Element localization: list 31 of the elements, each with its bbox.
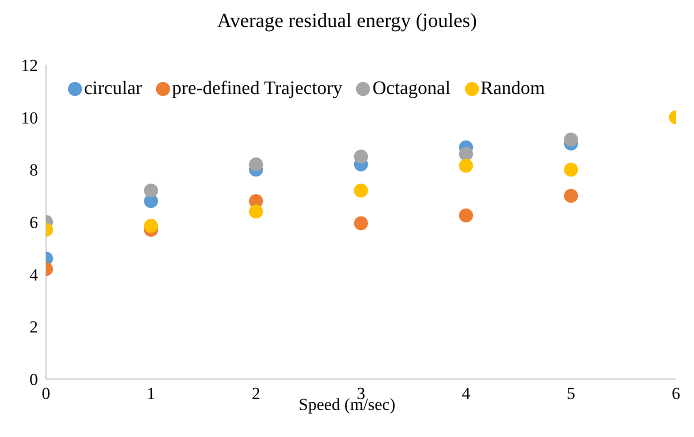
point	[564, 162, 578, 177]
point	[249, 204, 263, 219]
x-tick-label: 5	[566, 384, 576, 404]
point	[249, 157, 263, 172]
x-tick-label: 1	[146, 384, 156, 404]
point	[459, 158, 473, 173]
y-tick-label: 0	[30, 370, 38, 390]
point	[459, 208, 473, 222]
y-tick-label: 2	[30, 318, 38, 337]
x-tick-label: 2	[252, 384, 260, 404]
y-tick-label: 4	[30, 265, 38, 284]
y-tick-label: 10	[21, 108, 38, 128]
legend-label: Random	[480, 78, 545, 100]
point	[144, 184, 158, 198]
x-tick-label: 6	[672, 384, 680, 404]
x-tick-label: 4	[462, 384, 471, 404]
point	[354, 184, 368, 198]
y-tick-label: 12	[21, 56, 38, 76]
x-tick-label: 0	[42, 384, 50, 404]
point	[459, 146, 473, 161]
chart-title: Average residual energy (joules)	[216, 9, 478, 34]
legend-label: pre-defined Trajectory	[171, 78, 342, 100]
point	[564, 132, 578, 147]
point	[354, 150, 368, 164]
y-tick-label: 8	[30, 160, 38, 180]
legend-label: Octagonal	[371, 78, 451, 100]
legend-label: circular	[83, 78, 142, 100]
point	[144, 218, 158, 233]
y-tick-label: 6	[30, 213, 38, 232]
point	[354, 216, 368, 230]
point	[564, 188, 578, 203]
